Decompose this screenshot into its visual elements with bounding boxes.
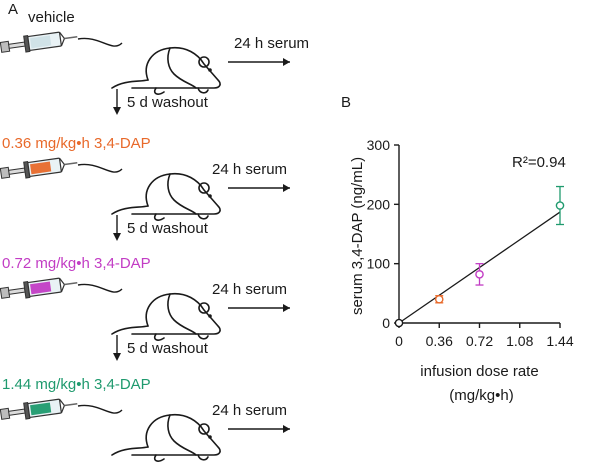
point-marker: [475, 270, 484, 279]
sample-label: 24 h serum: [212, 281, 287, 298]
y-tick-label: 300: [367, 137, 391, 153]
mouse-icon: [111, 413, 221, 462]
sample-label: 24 h serum: [212, 402, 287, 419]
x-axis-title: infusion dose rate: [420, 363, 538, 380]
data-point: [394, 318, 404, 328]
x-axis: 0 0.36 0.72 1.08 1.44: [395, 322, 574, 349]
y-tick-label: 200: [367, 196, 391, 212]
syringe-icon: [0, 154, 80, 183]
point-marker: [434, 294, 444, 304]
panel-b-label: B: [341, 94, 351, 111]
infusion-tube: [77, 37, 123, 47]
panel-a-label: A: [8, 1, 18, 18]
mouse-icon: [111, 172, 221, 221]
protocol-step: 1.44 mg/kg•h 3,4-DAP 24 h serum: [0, 376, 290, 462]
sample-label: 24 h serum: [234, 35, 309, 52]
point-marker: [394, 318, 404, 328]
y-axis-title: serum 3,4-DAP (ng/mL): [349, 157, 366, 315]
down-arrow-icon: [113, 335, 121, 361]
y-tick-label: 0: [382, 315, 390, 331]
mouse-icon: [111, 292, 221, 341]
syringe-icon: [0, 274, 80, 303]
right-arrow-icon: [228, 58, 290, 66]
x-tick-label: 1.44: [546, 333, 573, 349]
step-label: 0.72 mg/kg•h 3,4-DAP: [2, 255, 151, 272]
infusion-tube: [77, 283, 123, 293]
sample-label: 24 h serum: [212, 161, 287, 178]
step-label: vehicle: [28, 9, 75, 26]
y-tick-label: 100: [367, 256, 391, 272]
down-arrow-icon: [113, 215, 121, 241]
data-points: [394, 185, 565, 328]
y-axis: 0 100 200 300: [367, 137, 400, 331]
step-label: 0.36 mg/kg•h 3,4-DAP: [2, 135, 151, 152]
x-tick-label: 0: [395, 333, 403, 349]
down-arrow-icon: [113, 89, 121, 115]
x-tick-label: 0.72: [466, 333, 493, 349]
step-label: 1.44 mg/kg•h 3,4-DAP: [2, 376, 151, 393]
r-squared-annotation: R²=0.94: [512, 154, 566, 171]
data-point: [434, 294, 444, 304]
protocol-step: 0.72 mg/kg•h 3,4-DAP 24 h serum 5 d washou…: [0, 255, 290, 361]
washout-label: 5 d washout: [127, 220, 209, 237]
x-axis-unit: (mg/kg•h): [449, 387, 513, 404]
right-arrow-icon: [228, 184, 290, 192]
data-point: [475, 263, 484, 286]
point-marker: [555, 201, 565, 210]
syringe-icon: [0, 395, 80, 424]
washout-label: 5 d washout: [127, 94, 209, 111]
data-point: [555, 185, 565, 226]
scatter-chart: 0 100 200 300 0 0.36 0.72 1.08 1.44 serum 3,4-D…: [349, 137, 574, 404]
right-arrow-icon: [228, 304, 290, 312]
x-tick-label: 0.36: [426, 333, 453, 349]
infusion-tube: [77, 404, 123, 414]
right-arrow-icon: [228, 425, 290, 433]
protocol-step: vehicle 24 h serum 5 d washout: [0, 9, 309, 115]
washout-label: 5 d washout: [127, 340, 209, 357]
x-tick-label: 1.08: [506, 333, 533, 349]
protocol-step: 0.36 mg/kg•h 3,4-DAP 24 h serum 5 d washou…: [0, 135, 290, 241]
infusion-tube: [77, 163, 123, 173]
syringe-icon: [0, 28, 80, 57]
mouse-icon: [111, 46, 221, 95]
